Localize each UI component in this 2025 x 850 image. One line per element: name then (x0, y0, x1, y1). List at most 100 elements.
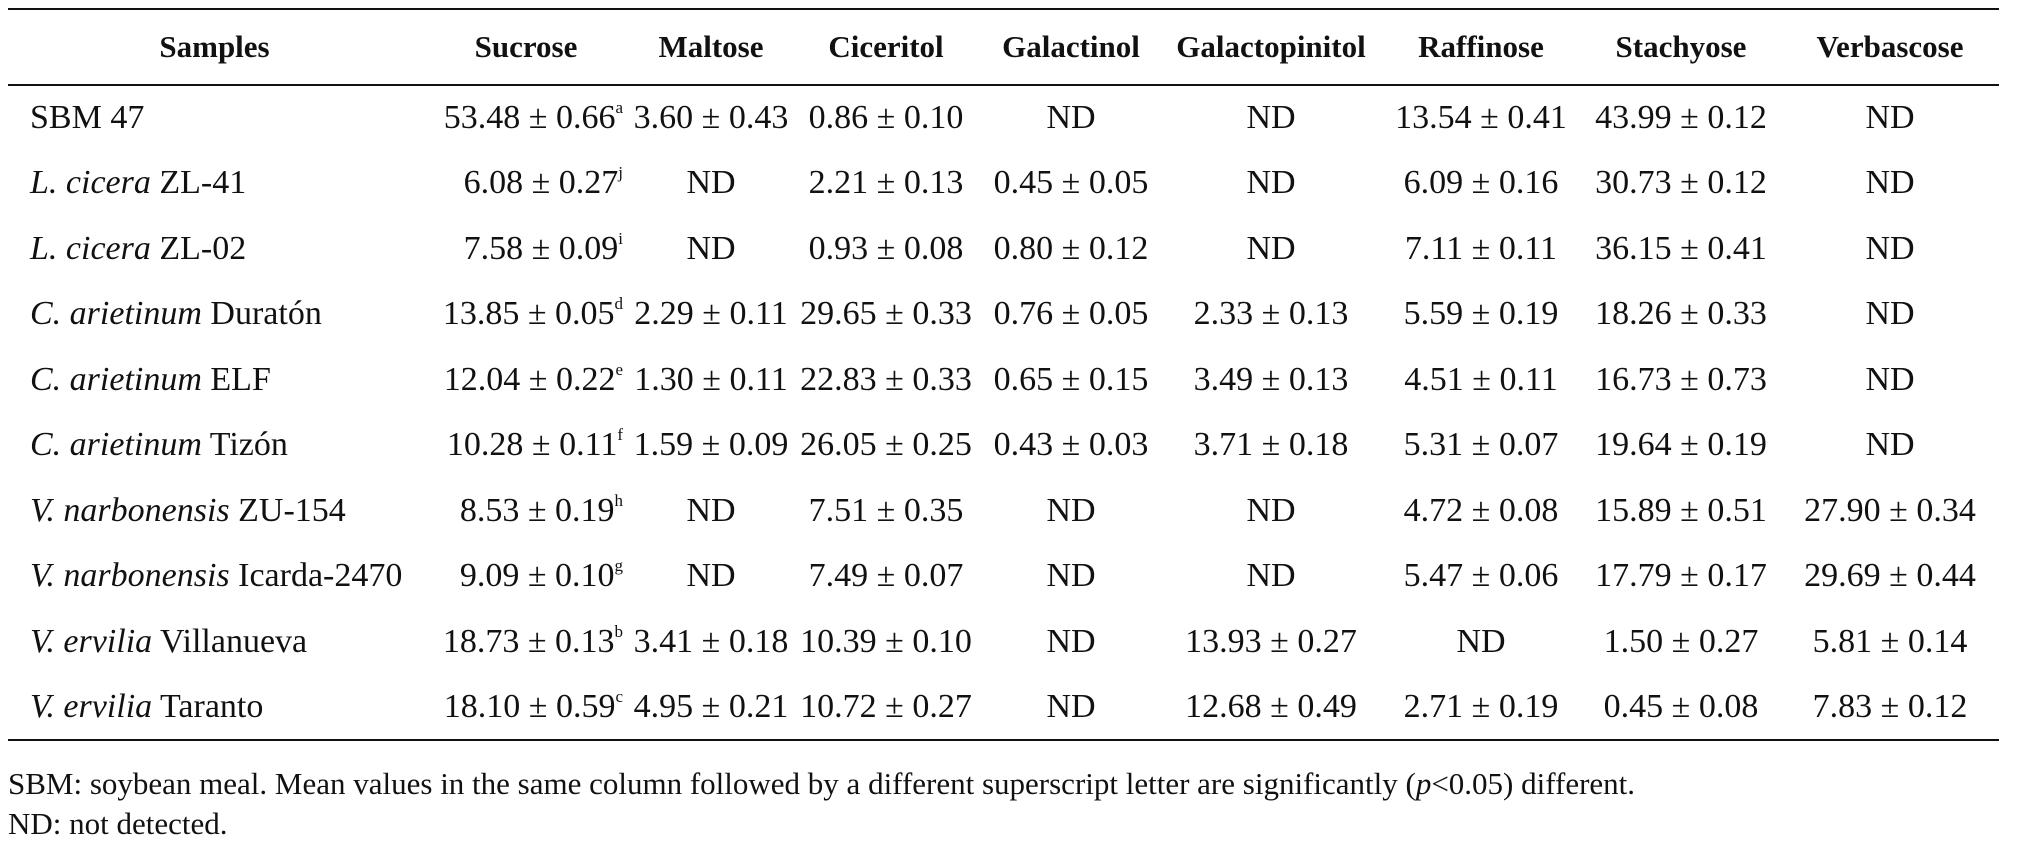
table-row: V. narbonensis Icarda-2470 9.09 ± 0.10g ND… (8, 544, 1999, 610)
maltose-cell: ND (686, 557, 736, 595)
sample-cell: V. ervilia Villanueva (8, 609, 421, 675)
galactinol-cell: ND (1046, 557, 1096, 595)
stachyose-cell: 1.50 ± 0.27 (1603, 622, 1759, 660)
ciceritol-cell: 22.83 ± 0.33 (800, 360, 972, 398)
sucrose-cell: 18.10 ± 0.59c (421, 674, 631, 741)
galactopinitol-cell: ND (1246, 229, 1296, 267)
verbascose-cell: ND (1865, 164, 1915, 202)
table-row: C. arietinum Duratón 13.85 ± 0.05d 2.29 ± … (8, 282, 1999, 348)
raffinose-cell: 5.47 ± 0.06 (1403, 557, 1559, 595)
sample-name: Villanueva (152, 622, 308, 660)
header-stachyose: Stachyose (1581, 8, 1781, 86)
sucrose-cell: 53.48 ± 0.66a (421, 85, 631, 151)
sample-genus: V. narbonensis (30, 557, 230, 595)
significance-letter: e (615, 359, 623, 379)
sample-genus: C. arietinum (30, 426, 202, 464)
stachyose-cell: 30.73 ± 0.12 (1595, 164, 1767, 202)
header-galactinol: Galactinol (981, 8, 1161, 86)
significance-letter: c (615, 686, 623, 706)
ciceritol-cell: 26.05 ± 0.25 (800, 426, 972, 464)
significance-letter: i (618, 228, 623, 248)
footnote-text-a: SBM: soybean meal. Mean values in the sa… (8, 766, 1416, 801)
significance-letter: f (617, 425, 623, 445)
stachyose-cell: 0.45 ± 0.08 (1581, 674, 1781, 741)
verbascose-cell: ND (1865, 360, 1915, 398)
table-row: V. narbonensis ZU-154 8.53 ± 0.19h ND 7.51 … (8, 478, 1999, 544)
galactinol-cell: 0.65 ± 0.15 (993, 360, 1149, 398)
header-samples: Samples (8, 8, 421, 86)
verbascose-cell: ND (1865, 229, 1915, 267)
significance-letter: a (615, 98, 623, 118)
header-raffinose: Raffinose (1381, 8, 1581, 86)
sample-cell: L. cicera ZL-02 (8, 216, 421, 282)
sample-cell: C. arietinum Tizón (8, 413, 421, 479)
sample-name: Taranto (152, 687, 264, 725)
sample-name: Duratón (201, 295, 322, 333)
sucrose-value: 18.73 ± 0.13 (442, 622, 615, 660)
ciceritol-cell: 29.65 ± 0.33 (800, 295, 972, 333)
stachyose-cell: 16.73 ± 0.73 (1595, 360, 1767, 398)
maltose-cell: ND (686, 164, 736, 202)
galactopinitol-cell: 13.93 ± 0.27 (1185, 622, 1357, 660)
maltose-cell: ND (686, 491, 736, 529)
ciceritol-cell: 7.49 ± 0.07 (808, 557, 964, 595)
galactinol-cell: 0.76 ± 0.05 (993, 295, 1149, 333)
galactinol-cell: 0.80 ± 0.12 (993, 229, 1149, 267)
sample-cell: SBM 47 (8, 85, 421, 151)
sucrose-cell: 7.58 ± 0.09i (421, 216, 631, 282)
table-row: SBM 47 53.48 ± 0.66a 3.60 ± 0.43 0.86 ± 0.1… (8, 85, 1999, 151)
maltose-cell: 3.60 ± 0.43 (633, 99, 789, 137)
maltose-cell: 1.30 ± 0.11 (634, 360, 788, 398)
header-sucrose: Sucrose (421, 8, 631, 86)
verbascose-cell: 5.81 ± 0.14 (1812, 622, 1968, 660)
maltose-cell: 3.41 ± 0.18 (633, 622, 789, 660)
maltose-cell: 4.95 ± 0.21 (631, 674, 791, 741)
raffinose-cell: 13.54 ± 0.41 (1395, 99, 1567, 137)
verbascose-cell: ND (1865, 99, 1915, 137)
sample-cell: V. narbonensis Icarda-2470 (8, 544, 421, 610)
galactinol-cell: 0.43 ± 0.03 (993, 426, 1149, 464)
sample-genus: V. narbonensis (30, 491, 230, 529)
ciceritol-cell: 0.93 ± 0.08 (808, 229, 964, 267)
galactinol-cell: ND (1046, 99, 1096, 137)
ciceritol-cell: 10.72 ± 0.27 (791, 674, 981, 741)
galactopinitol-cell: 3.71 ± 0.18 (1193, 426, 1349, 464)
galactopinitol-cell: 2.33 ± 0.13 (1193, 295, 1349, 333)
stachyose-cell: 15.89 ± 0.51 (1595, 491, 1767, 529)
table-row: V. ervilia Taranto 18.10 ± 0.59c 4.95 ± 0.… (8, 674, 1999, 741)
galactopinitol-cell: 3.49 ± 0.13 (1193, 360, 1349, 398)
sucrose-value: 12.04 ± 0.22 (443, 360, 616, 398)
sucrose-value: 7.58 ± 0.09 (463, 229, 619, 267)
sucrose-cell: 10.28 ± 0.11f (421, 413, 631, 479)
table-row: L. cicera ZL-02 7.58 ± 0.09i ND 0.93 ± 0.08… (8, 216, 1999, 282)
sample-cell: V. ervilia Taranto (8, 674, 421, 741)
galactinol-cell: 0.45 ± 0.05 (993, 164, 1149, 202)
header-maltose: Maltose (631, 8, 791, 86)
footnote-line-2: ND: not detected. (8, 806, 228, 841)
sample-name: ZL-02 (150, 229, 247, 267)
header-ciceritol: Ciceritol (791, 8, 981, 86)
table-body: SBM 47 53.48 ± 0.66a 3.60 ± 0.43 0.86 ± 0.1… (8, 85, 1999, 741)
verbascose-cell: 29.69 ± 0.44 (1804, 557, 1976, 595)
sucrose-value: 18.10 ± 0.59 (443, 687, 616, 725)
ciceritol-cell: 0.86 ± 0.10 (808, 99, 964, 137)
sucrose-value: 8.53 ± 0.19 (459, 491, 615, 529)
raffinose-cell: 4.51 ± 0.11 (1404, 360, 1558, 398)
sample-genus: C. arietinum (30, 360, 202, 398)
sucrose-value: 6.08 ± 0.27 (463, 164, 619, 202)
sample-name: ZU-154 (229, 491, 346, 529)
sample-genus: L. cicera (30, 229, 151, 267)
maltose-cell: ND (686, 229, 736, 267)
sucrose-cell: 13.85 ± 0.05d (421, 282, 631, 348)
galactinol-cell: ND (1046, 622, 1096, 660)
raffinose-cell: 2.71 ± 0.19 (1381, 674, 1581, 741)
raffinose-cell: 6.09 ± 0.16 (1403, 164, 1559, 202)
significance-letter: b (614, 621, 624, 641)
stachyose-cell: 19.64 ± 0.19 (1595, 426, 1767, 464)
raffinose-cell: 5.59 ± 0.19 (1403, 295, 1559, 333)
significance-letter: h (614, 490, 624, 510)
sample-genus: V. ervilia (30, 687, 153, 725)
verbascose-cell: 7.83 ± 0.12 (1781, 674, 1999, 741)
raffinose-cell: 5.31 ± 0.07 (1403, 426, 1559, 464)
sample-name: Tizón (201, 426, 288, 464)
